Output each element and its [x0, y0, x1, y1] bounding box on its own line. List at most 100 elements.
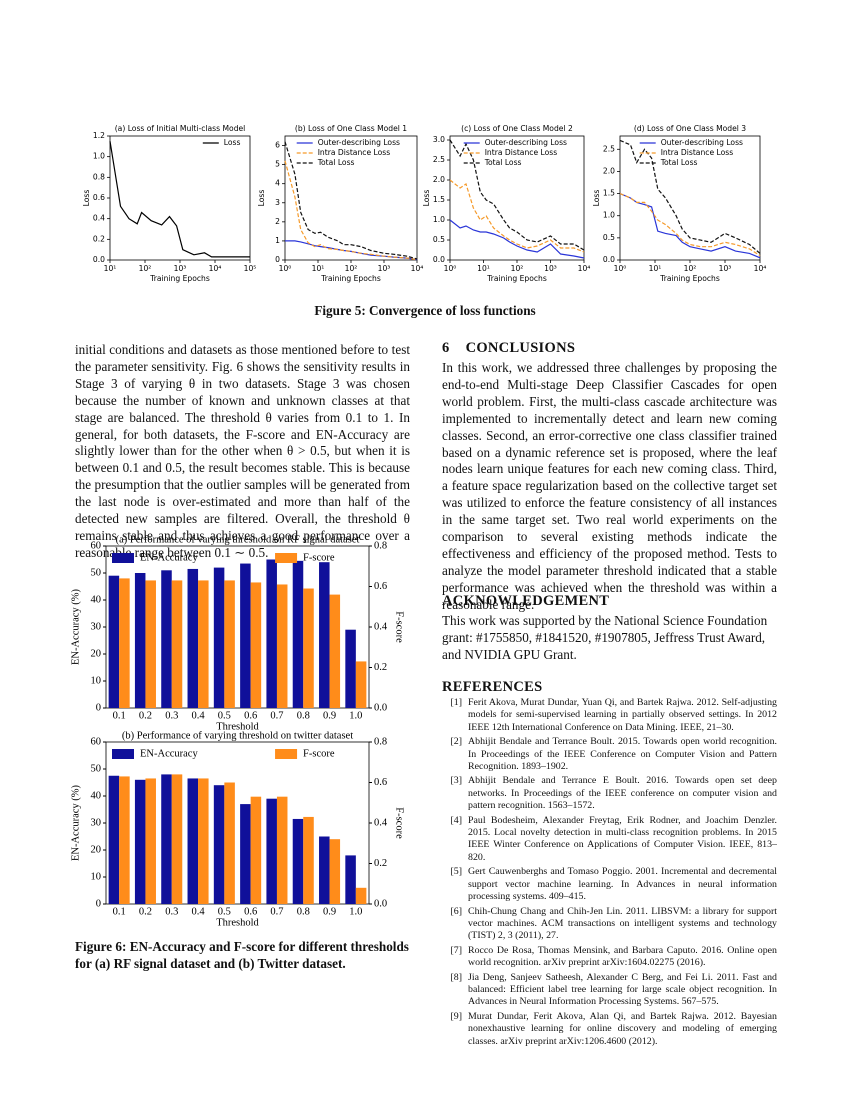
x-tick-label: 0.8 [297, 710, 310, 721]
x-tick-label: 0.1 [113, 710, 126, 721]
bar-chart: (a) Performance of varying threshold on … [70, 534, 405, 732]
reference-number: [5] [450, 866, 462, 878]
section-title: CONCLUSIONS [465, 340, 576, 356]
legend-label: Outer-describing Loss [318, 138, 400, 147]
y2-tick-label: 0.0 [374, 702, 387, 713]
legend-label: Total Loss [660, 158, 698, 167]
reference-number: [8] [450, 971, 462, 983]
bar [303, 816, 314, 904]
x-axis-label: Threshold [216, 721, 259, 732]
legend-swatch [112, 749, 134, 759]
x-axis-label: Training Epochs [149, 274, 210, 283]
y-tick-label: 0.0 [93, 255, 105, 264]
y-tick-label: 1.0 [93, 152, 105, 161]
bar [292, 560, 304, 708]
legend-label: Loss [224, 138, 241, 147]
loss-chart: (d) Loss of One Class Model 3 10⁰ 10¹ 10² 10… [592, 124, 767, 283]
bar [329, 839, 341, 904]
section-heading: ACKNOWLEDGEMENT [442, 593, 610, 609]
legend-label: EN-Accuracy [140, 552, 198, 563]
y-tick-label: 20 [91, 648, 102, 659]
y-tick-label: 30 [91, 817, 102, 828]
legend-label: Intra Distance Loss [318, 148, 391, 157]
y-tick-label: 2.0 [433, 175, 445, 184]
reference-number: [9] [450, 1010, 462, 1022]
bar [108, 775, 120, 904]
bar [276, 796, 288, 904]
bar [119, 578, 130, 708]
x-tick-label: 10⁴ [754, 264, 767, 273]
x-tick-label: 0.5 [218, 710, 231, 721]
figure-caption: Figure 5: Convergence of loss functions [314, 303, 536, 318]
bar [224, 580, 235, 708]
y-tick-label: 3 [275, 198, 280, 207]
x-axis-label: Training Epochs [486, 274, 547, 283]
y-tick-label: 3.0 [433, 135, 445, 144]
bar [145, 778, 156, 904]
x-tick-label: 0.9 [323, 710, 336, 721]
y-axis-label: Loss [422, 190, 431, 207]
y-tick-label: 0.5 [433, 235, 445, 244]
y2-axis-label: F-score [394, 807, 405, 839]
reference-number: [6] [450, 905, 462, 917]
y-axis-label: Loss [592, 190, 601, 207]
reference-number: [1] [450, 697, 462, 708]
y2-axis-label: F-score [394, 611, 405, 643]
reference-text: Abhijit Bendale and Terrance E Boult. 20… [468, 775, 777, 812]
line-series [449, 139, 585, 251]
x-tick-label: 1.0 [349, 906, 362, 917]
chart-title: (b) Performance of varying threshold on … [122, 730, 353, 741]
x-tick-label: 10⁰ [444, 264, 457, 273]
line-series [284, 141, 418, 260]
x-tick-label: 0.4 [191, 906, 205, 917]
x-tick-label: 0.3 [165, 906, 178, 917]
reference-text: Murat Dundar, Ferit Akova, Alan Qi, and … [468, 1010, 777, 1047]
bar [240, 563, 251, 708]
x-tick-label: 0.4 [191, 710, 205, 721]
y-tick-label: 40 [91, 594, 102, 605]
y-tick-label: 0.6 [93, 193, 105, 202]
x-axis-label: Training Epochs [320, 274, 381, 283]
y2-tick-label: 0.4 [374, 621, 388, 632]
y-tick-label: 0 [96, 898, 101, 909]
reference-text: Abhijit Bendale and Terrance Boult. 2015… [468, 736, 777, 773]
legend-label: Outer-describing Loss [661, 138, 743, 147]
x-tick-label: 0.1 [113, 906, 126, 917]
bar [240, 804, 251, 904]
bar [119, 776, 130, 904]
section-heading: 6 CONCLUSIONS [442, 340, 575, 357]
legend-swatch [275, 553, 298, 563]
bar [292, 818, 304, 904]
bar [198, 778, 209, 904]
x-tick-label: 10² [345, 264, 358, 273]
bar [161, 774, 172, 904]
legend-label: Total Loss [317, 158, 355, 167]
x-tick-label: 10⁰ [279, 264, 292, 273]
section-number: 6 [442, 340, 450, 356]
x-tick-label: 0.6 [244, 906, 257, 917]
bar [345, 855, 356, 904]
reference: [4] Paul Bodesheim, Alexander Freytag, Er… [440, 815, 777, 865]
x-tick-label: 10⁴ [209, 264, 222, 273]
paragraph: This work was supported by the National … [442, 613, 768, 662]
y-tick-label: 2.0 [603, 166, 615, 175]
y-tick-label: 1.2 [93, 131, 105, 140]
reference-number: [2] [450, 736, 462, 748]
y-axis-label: Loss [82, 190, 91, 207]
reference-number: [7] [450, 944, 462, 956]
y-tick-label: 1.5 [433, 195, 445, 204]
y-axis-label: Loss [257, 190, 266, 207]
bar-chart: (b) Performance of varying threshold on … [70, 730, 405, 928]
bar [171, 580, 183, 708]
y2-tick-label: 0.0 [374, 898, 387, 909]
y-tick-label: 2.5 [433, 155, 445, 164]
y-tick-label: 1 [275, 236, 280, 245]
x-tick-label: 0.7 [270, 906, 283, 917]
section-heading: REFERENCES [442, 679, 543, 695]
y-tick-label: 0.0 [603, 255, 615, 264]
x-tick-label: 10⁴ [578, 264, 591, 273]
x-tick-label: 0.3 [165, 710, 178, 721]
y-tick-label: 0 [96, 702, 101, 713]
line-series [109, 141, 250, 258]
